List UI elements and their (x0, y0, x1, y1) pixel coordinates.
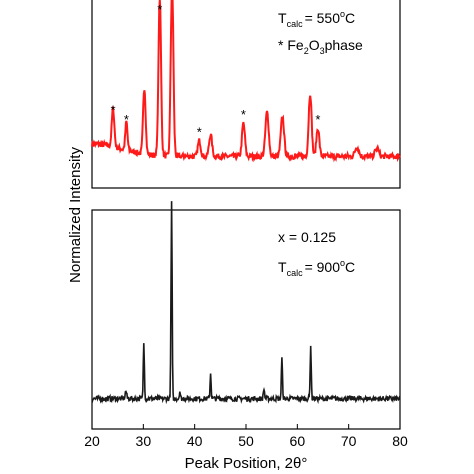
x-tick-label: 60 (290, 433, 306, 449)
fe2o3-peak-marker: * (157, 2, 162, 17)
fe2o3-peak-marker: * (241, 107, 246, 122)
x-tick-label: 20 (84, 433, 100, 449)
x-tick-label: 50 (238, 433, 254, 449)
fe2o3-peak-marker: * (197, 125, 202, 140)
bottom-diffraction-line (91, 201, 401, 405)
x-tick-label: 70 (341, 433, 357, 449)
fe2o3-peak-marker: * (124, 112, 129, 127)
x-axis: 20 30 40 50 60 70 80 (84, 424, 408, 449)
top-panel-phase-markers: * * * * * * (111, 2, 321, 140)
bottom-tcalc-annotation: Tcalc = 900oC (278, 258, 355, 278)
top-panel-frame (91, 0, 401, 189)
x-tick-label: 40 (187, 433, 203, 449)
x-tick-label: 30 (136, 433, 152, 449)
top-diffraction-line (91, 0, 401, 163)
top-panel-trace (91, 0, 401, 163)
fe2o3-peak-marker: * (315, 112, 320, 127)
x-axis-title: Peak Position, 2θ° (185, 455, 308, 472)
bottom-x-annotation: x = 0.125 (278, 229, 336, 245)
fe2o3-peak-marker: * (111, 102, 116, 117)
top-tcalc-annotation: Tcalc = 550oC (278, 9, 355, 29)
top-phase-annotation: * Fe2O3phase (278, 37, 363, 56)
y-axis-title: Normalized Intensity (67, 147, 84, 283)
x-tick-label: 80 (392, 433, 408, 449)
bottom-panel-trace (91, 201, 401, 405)
